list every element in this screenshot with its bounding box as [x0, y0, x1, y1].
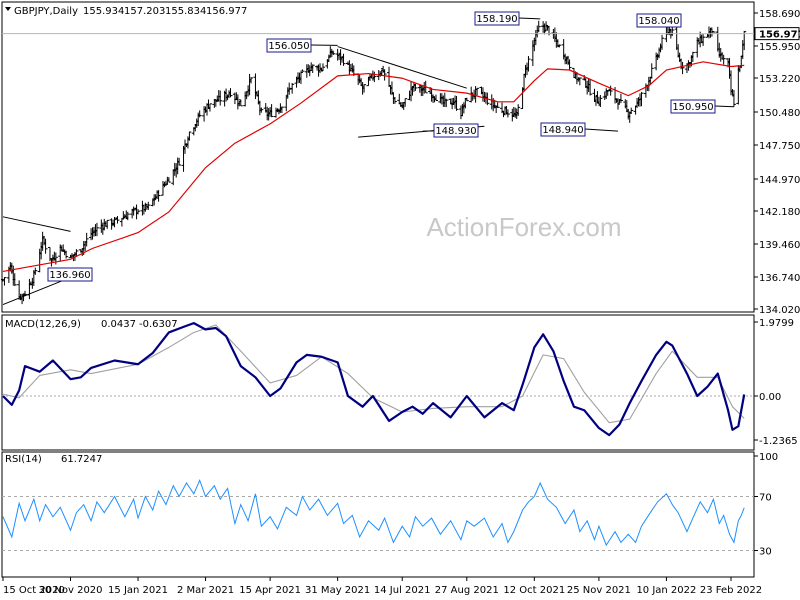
- watermark: ActionForex.com: [426, 212, 621, 242]
- annotation-label: 156.050: [268, 41, 309, 52]
- price-y-tick-label: 142.180: [759, 207, 800, 218]
- x-axis-tick-label: 27 Aug 2021: [435, 585, 499, 596]
- macd-title: MACD(12,26,9): [5, 319, 81, 330]
- x-axis-tick-label: 15 Apr 2021: [239, 585, 301, 596]
- price-y-tick-label: 134.020: [759, 305, 800, 316]
- price-y-tick-label: 144.970: [759, 175, 800, 186]
- price-y-tick-label: 150.480: [759, 108, 800, 119]
- price-y-tick-label: 136.740: [759, 273, 800, 284]
- macd-y-tick-label: 0.00: [759, 392, 781, 403]
- price-y-tick-label: 147.750: [759, 141, 800, 152]
- annotation-box: [266, 38, 312, 53]
- x-axis-tick-label: 14 Jul 2021: [374, 585, 431, 596]
- rsi-y-tick-label: 70: [759, 493, 772, 504]
- annotation-box: [474, 11, 520, 26]
- price-y-tick-label: 155.950: [759, 42, 800, 53]
- price-y-tick-label: 158.690: [759, 9, 800, 20]
- x-axis-tick-label: 25 Nov 2021: [567, 585, 631, 596]
- x-axis-tick-label: 15 Oct 2020: [3, 585, 65, 596]
- x-axis-tick-label: 31 May 2021: [305, 585, 370, 596]
- macd-line: [2, 322, 746, 437]
- rsi-line: [2, 478, 745, 547]
- x-axis-tick-label: 2 Mar 2021: [177, 585, 234, 596]
- trendline: [337, 46, 467, 89]
- macd-y-tick-label: -1.2365: [759, 436, 798, 447]
- x-axis-tick-label: 30 Nov 2020: [38, 585, 102, 596]
- trendline: [2, 277, 71, 305]
- last-price-label: 156.977: [759, 30, 800, 41]
- annotation-label: 148.940: [542, 125, 583, 136]
- annotation-label: 158.190: [476, 14, 517, 25]
- annotation-leader: [714, 105, 734, 108]
- x-axis-tick-label: 10 Jan 2022: [636, 585, 696, 596]
- price-y-tick-label: 153.220: [759, 74, 800, 85]
- annotation-label: 148.930: [435, 126, 476, 137]
- annotation-box: [670, 99, 716, 114]
- moving-average-line: [2, 61, 745, 273]
- last-price-box: [754, 27, 800, 41]
- ohlc-readout-value: 155.834: [165, 6, 206, 17]
- macd-y-tick-label: 1.9799: [759, 318, 794, 329]
- rsi-title: RSI(14): [5, 454, 42, 465]
- x-axis-tick-label: 23 Feb 2022: [700, 585, 762, 596]
- x-axis-tick-label: 15 Jan 2021: [108, 585, 168, 596]
- annotation-box: [540, 122, 586, 137]
- annotation-box: [433, 123, 479, 138]
- rsi-panel-frame: [1, 451, 755, 578]
- macd-readout-value: -0.6307: [139, 319, 178, 330]
- annotation-leader: [518, 17, 541, 20]
- annotation-leader: [584, 128, 619, 132]
- macd-readout-value: 0.0437: [101, 319, 136, 330]
- annotation-box: [47, 267, 93, 282]
- ohlc-readout-value: 157.203: [124, 6, 165, 17]
- annotation-label: 158.040: [638, 16, 679, 27]
- rsi-y-tick-label: 100: [759, 452, 778, 463]
- rsi-readout-value: 61.7247: [61, 454, 102, 465]
- annotation-label: 150.950: [672, 102, 713, 113]
- x-axis-tick-label: 12 Oct 2021: [503, 585, 565, 596]
- annotation-box: [636, 13, 682, 28]
- chart-title: GBPJPY,Daily: [14, 6, 78, 17]
- ohlc-readout-value: 156.977: [206, 6, 247, 17]
- trendline: [2, 216, 71, 232]
- price-panel-frame: [1, 1, 755, 313]
- annotation-label: 136.960: [49, 270, 90, 281]
- panel-dropdown-icon: [5, 7, 11, 11]
- macd-signal-line: [2, 324, 745, 424]
- ohlc-bars: [1, 20, 747, 305]
- rsi-y-tick-label: 30: [759, 547, 772, 558]
- price-y-tick-label: 139.460: [759, 240, 800, 251]
- ohlc-readout-value: 155.934: [83, 6, 124, 17]
- macd-panel-frame: [1, 314, 755, 451]
